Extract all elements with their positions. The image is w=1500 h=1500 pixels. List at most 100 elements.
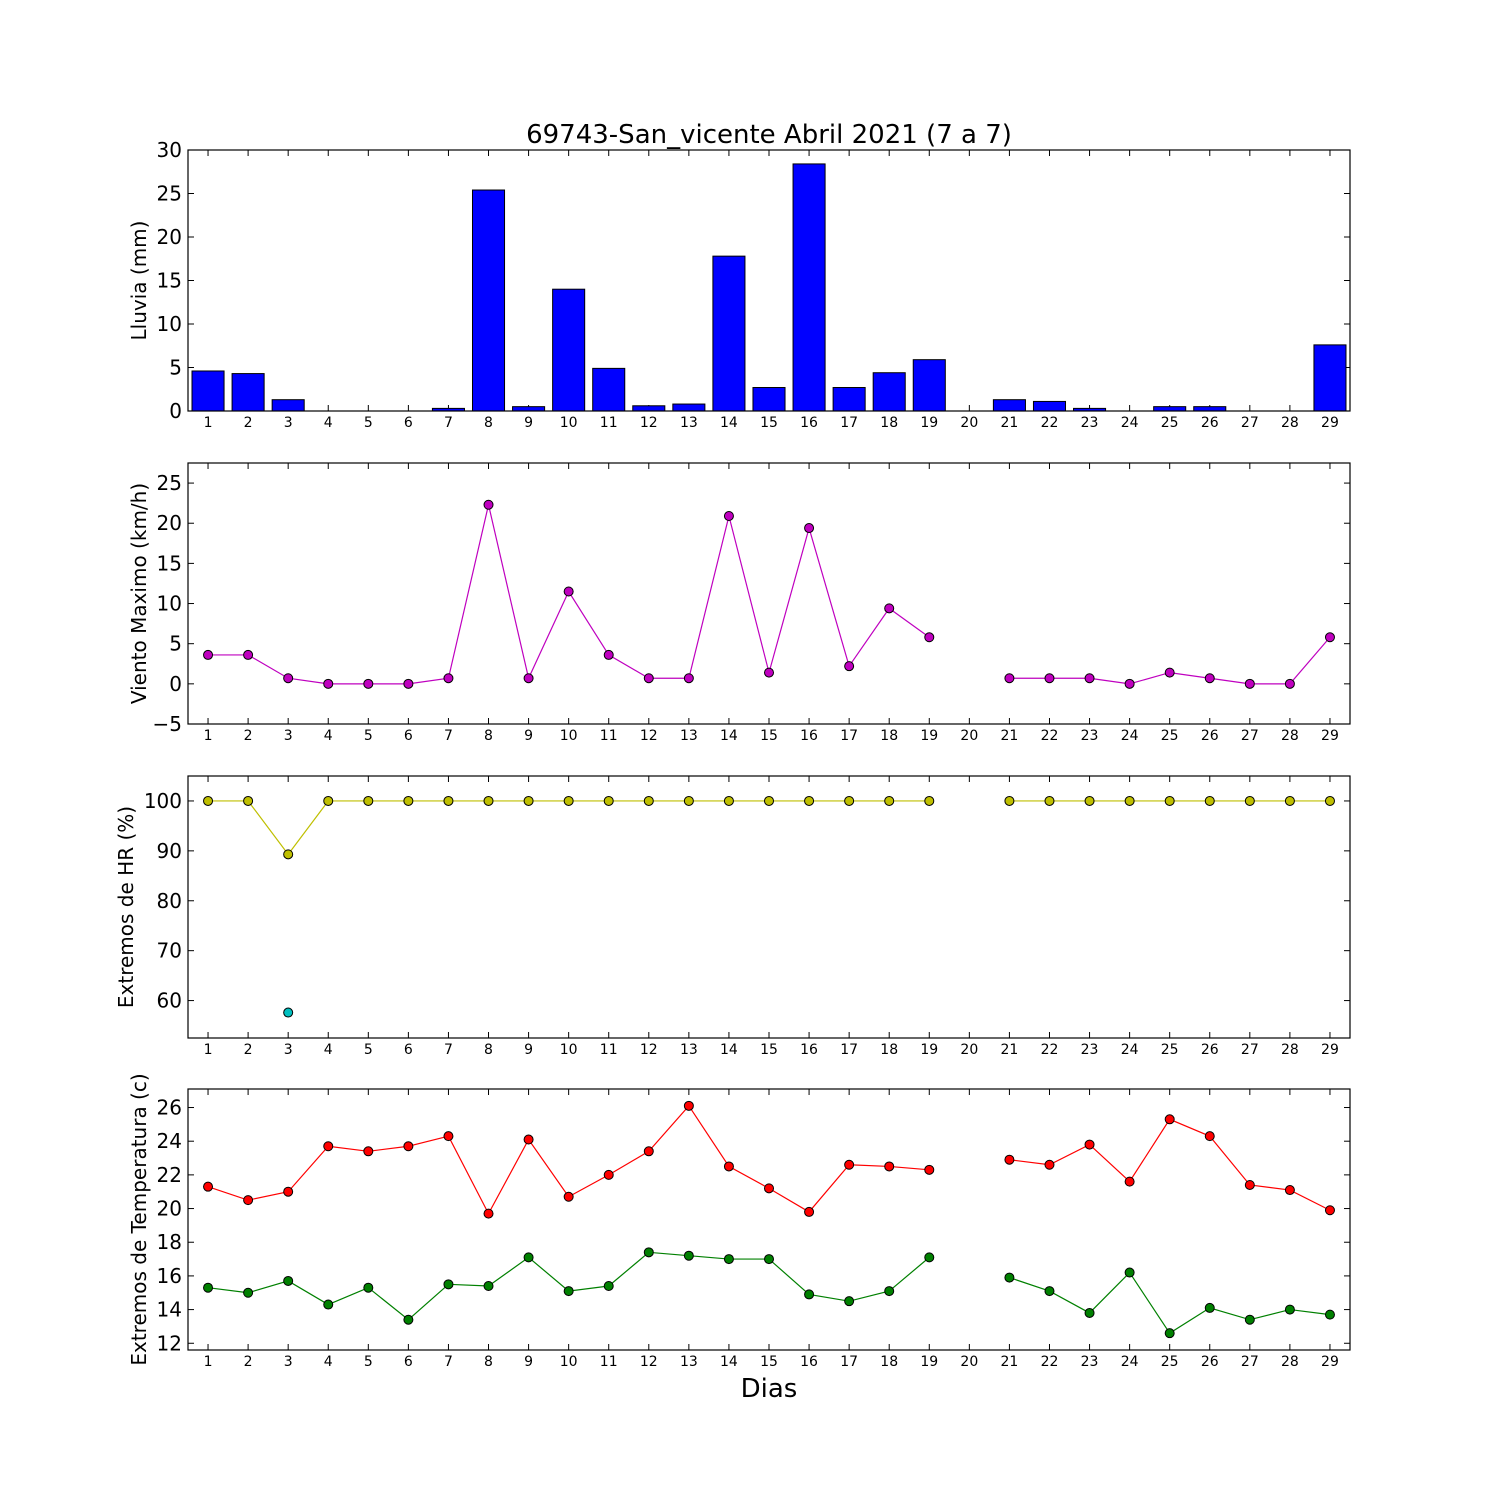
humidity-xtick-label: 2 — [244, 1042, 253, 1058]
temperature-xtick-label: 20 — [960, 1354, 978, 1370]
rain-axes-frame — [187, 149, 1351, 412]
rain-xtick-label: 18 — [880, 415, 898, 431]
temperature-series-point — [643, 1146, 654, 1157]
humidity-ytick-label: 70 — [157, 939, 182, 963]
humidity-xtick-label: 20 — [960, 1042, 978, 1058]
temperature-series-point — [1164, 1114, 1175, 1125]
wind-series-point — [403, 678, 414, 689]
temperature-series-point — [483, 1281, 494, 1292]
humidity-series-point — [1004, 795, 1015, 806]
humidity-series-point — [323, 795, 334, 806]
rain-ytick-label: 10 — [157, 312, 182, 336]
humidity-series-point — [1204, 795, 1215, 806]
humidity-xtick-label: 19 — [920, 1042, 938, 1058]
temperature-series-point — [603, 1281, 614, 1292]
rain-xtick-label: 23 — [1081, 415, 1099, 431]
wind-y-axis-label: Viento Maximo (km/h) — [127, 483, 151, 704]
wind-series-point — [683, 673, 694, 684]
temperature-xtick-label: 3 — [284, 1354, 293, 1370]
rain-xtick-label: 9 — [524, 415, 533, 431]
temperature-series-point — [1284, 1185, 1295, 1196]
temperature-series-point — [1084, 1139, 1095, 1150]
rain-bar — [672, 403, 706, 412]
temperature-xtick-label: 14 — [720, 1354, 738, 1370]
temperature-xtick-label: 23 — [1081, 1354, 1099, 1370]
temperature-xtick-label: 28 — [1281, 1354, 1299, 1370]
temperature-series-point — [283, 1275, 294, 1286]
temperature-series-point — [483, 1208, 494, 1219]
temperature-xtick-label: 8 — [484, 1354, 493, 1370]
humidity-xtick-label: 17 — [840, 1042, 858, 1058]
temperature-series-point — [924, 1164, 935, 1175]
rain-bar — [832, 387, 866, 412]
wind-xtick-label: 27 — [1241, 728, 1259, 744]
temperature-xtick-label: 4 — [324, 1354, 333, 1370]
temperature-xtick-label: 26 — [1201, 1354, 1219, 1370]
temperature-series-point — [1284, 1304, 1295, 1315]
humidity-series-point — [884, 795, 895, 806]
temperature-ytick-label: 12 — [157, 1331, 182, 1355]
temperature-series-point — [924, 1252, 935, 1263]
rain-xtick-label: 29 — [1321, 415, 1339, 431]
humidity-series-point — [683, 795, 694, 806]
humidity-series-point — [643, 795, 654, 806]
temperature-series-point — [523, 1134, 534, 1145]
temperature-xtick-label: 25 — [1161, 1354, 1179, 1370]
rain-bar — [912, 359, 946, 412]
wind-xtick-label: 16 — [800, 728, 818, 744]
temperature-series-point — [1004, 1154, 1015, 1165]
rain-xtick-label: 8 — [484, 415, 493, 431]
wind-series-point — [804, 523, 815, 534]
rain-xtick-label: 2 — [244, 415, 253, 431]
rain-xtick-label: 26 — [1201, 415, 1219, 431]
humidity-ytick-label: 60 — [157, 989, 182, 1013]
temperature-ytick-label: 14 — [157, 1298, 182, 1322]
rain-ytick-label: 15 — [157, 269, 182, 293]
temperature-series-point — [443, 1279, 454, 1290]
rain-ytick-label: 30 — [157, 138, 182, 162]
humidity-series-point — [1284, 795, 1295, 806]
rain-bar — [271, 399, 305, 412]
temperature-series-point — [1324, 1205, 1335, 1216]
rain-xtick-label: 22 — [1041, 415, 1059, 431]
humidity-xtick-label: 21 — [1000, 1042, 1018, 1058]
temperature-xtick-label: 1 — [204, 1354, 213, 1370]
rain-xtick-label: 19 — [920, 415, 938, 431]
rain-xtick-label: 24 — [1121, 415, 1139, 431]
rain-xtick-label: 4 — [324, 415, 333, 431]
temperature-series-point — [363, 1282, 374, 1293]
wind-xtick-label: 10 — [560, 728, 578, 744]
temperature-series-point — [1124, 1267, 1135, 1278]
humidity-xtick-label: 8 — [484, 1042, 493, 1058]
humidity-series-point — [603, 795, 614, 806]
rain-xtick-label: 5 — [364, 415, 373, 431]
wind-series-point — [1124, 678, 1135, 689]
temperature-series-point — [723, 1161, 734, 1172]
wind-xtick-label: 8 — [484, 728, 493, 744]
temperature-xtick-label: 15 — [760, 1354, 778, 1370]
humidity-series-point — [523, 795, 534, 806]
rain-xtick-label: 25 — [1161, 415, 1179, 431]
rain-bar — [992, 399, 1026, 412]
temperature-xtick-label: 13 — [680, 1354, 698, 1370]
humidity-series-point — [1084, 795, 1095, 806]
wind-series-point — [363, 678, 374, 689]
temperature-ytick-label: 20 — [157, 1197, 182, 1221]
rain-xtick-label: 15 — [760, 415, 778, 431]
rain-bar — [191, 370, 225, 412]
temperature-series-point — [203, 1181, 214, 1192]
wind-series-point — [243, 649, 254, 660]
rain-bar — [552, 288, 586, 412]
temperature-ytick-label: 26 — [157, 1096, 182, 1120]
wind-ytick-label: 25 — [157, 471, 182, 495]
wind-xtick-label: 21 — [1000, 728, 1018, 744]
temperature-xtick-label: 2 — [244, 1354, 253, 1370]
temperature-xtick-label: 7 — [444, 1354, 453, 1370]
chart-title: 69743-San_vicente Abril 2021 (7 a 7) — [526, 120, 1012, 150]
wind-series-point — [443, 673, 454, 684]
humidity-series-point — [924, 795, 935, 806]
temperature-series-point — [844, 1159, 855, 1170]
rain-bar — [471, 189, 506, 412]
humidity-xtick-label: 4 — [324, 1042, 333, 1058]
